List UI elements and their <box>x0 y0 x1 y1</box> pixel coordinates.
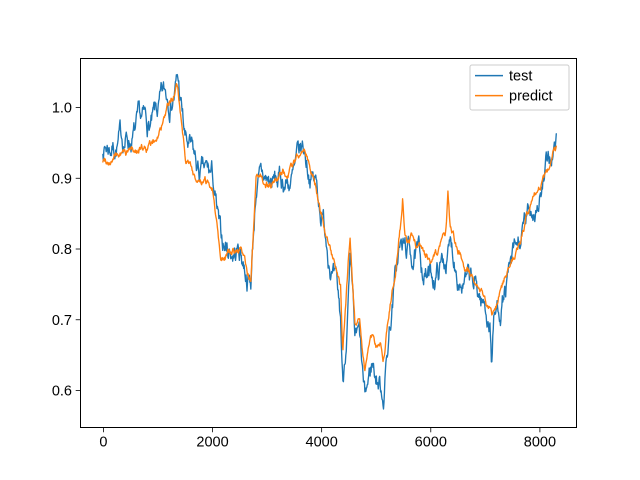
svg-text:4000: 4000 <box>306 434 338 450</box>
svg-text:predict: predict <box>509 88 553 104</box>
svg-text:test: test <box>509 68 532 84</box>
svg-text:6000: 6000 <box>415 434 447 450</box>
svg-text:0.9: 0.9 <box>52 171 72 187</box>
svg-text:0.8: 0.8 <box>52 242 72 258</box>
svg-text:0.6: 0.6 <box>52 384 72 400</box>
svg-text:8000: 8000 <box>524 434 556 450</box>
svg-text:0.7: 0.7 <box>52 313 72 329</box>
svg-text:0: 0 <box>99 434 107 450</box>
svg-text:1.0: 1.0 <box>52 101 72 117</box>
svg-text:2000: 2000 <box>196 434 228 450</box>
